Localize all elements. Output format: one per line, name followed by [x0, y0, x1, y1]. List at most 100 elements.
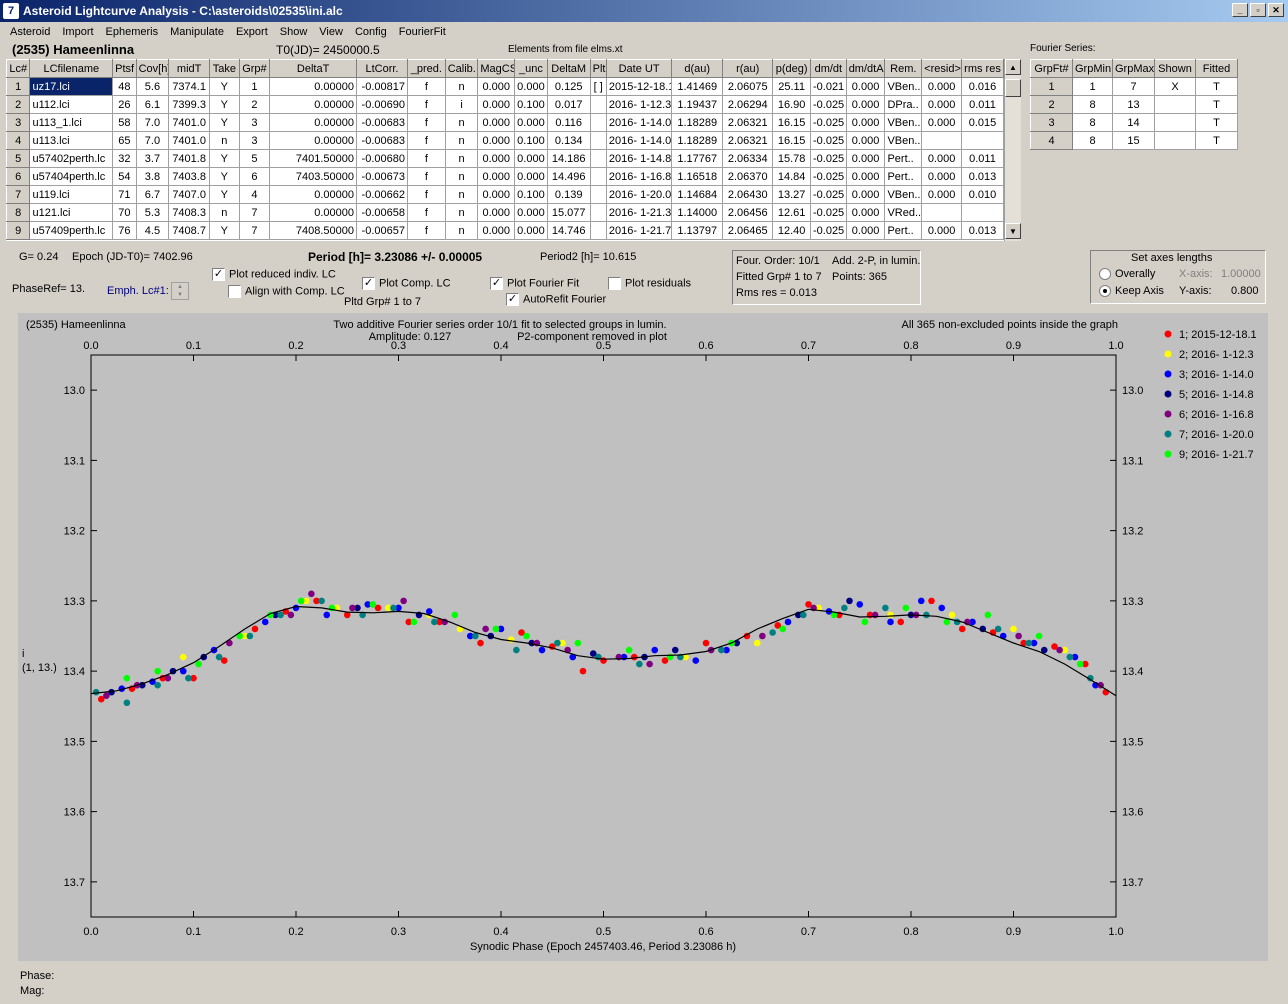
- data-point[interactable]: [1030, 639, 1038, 647]
- yaxis-value[interactable]: 0.800: [1231, 285, 1259, 297]
- data-point[interactable]: [784, 618, 792, 626]
- data-point[interactable]: [251, 625, 259, 633]
- data-point[interactable]: [497, 625, 505, 633]
- lc-col-header[interactable]: Lc#: [6, 59, 31, 78]
- data-point[interactable]: [800, 611, 807, 619]
- data-point[interactable]: [313, 597, 320, 605]
- fourier-col-header[interactable]: GrpMax: [1112, 59, 1155, 78]
- lc-cell[interactable]: -0.025: [809, 95, 847, 114]
- lc-cell[interactable]: 7407.0: [168, 185, 211, 204]
- data-point[interactable]: [856, 601, 864, 608]
- lc-cell[interactable]: 0.00000: [269, 185, 357, 204]
- data-point[interactable]: [579, 667, 587, 675]
- data-point[interactable]: [451, 611, 459, 619]
- fourier-cell[interactable]: T: [1195, 77, 1238, 96]
- lc-col-header[interactable]: _pred.: [406, 59, 446, 78]
- lc-cell[interactable]: 0.017: [546, 95, 591, 114]
- data-point[interactable]: [292, 604, 300, 612]
- lc-col-header[interactable]: DeltaM: [546, 59, 591, 78]
- data-point[interactable]: [759, 632, 766, 640]
- lc-cell[interactable]: [960, 131, 1005, 150]
- lc-cell[interactable]: 1.17767: [671, 149, 724, 168]
- data-point[interactable]: [1010, 625, 1017, 633]
- lc-cell[interactable]: f: [406, 167, 446, 186]
- data-point[interactable]: [226, 639, 233, 647]
- lc-cell[interactable]: -0.021: [809, 77, 847, 96]
- lc-cell[interactable]: 1.13797: [671, 221, 724, 240]
- lc-cell[interactable]: u121.lci: [29, 203, 114, 222]
- row-number[interactable]: 2: [6, 95, 31, 114]
- lc-table-row[interactable]: 7 u119.lci 71 6.7 7407.0 Y 4 0.00000 -0.00662 f n 0…: [6, 185, 1005, 204]
- data-point[interactable]: [928, 597, 935, 605]
- lc-cell[interactable]: 0.000: [477, 149, 516, 168]
- data-point[interactable]: [215, 653, 223, 661]
- lc-cell[interactable]: 2016- 1-20.0: [605, 185, 673, 204]
- lc-table-row[interactable]: 3 u113_1.lci 58 7.0 7401.0 Y 3 0.00000 -0.00683 f…: [6, 113, 1005, 132]
- lc-cell[interactable]: [589, 221, 607, 240]
- lc-cell[interactable]: 0.000: [477, 203, 516, 222]
- data-point[interactable]: [636, 660, 643, 668]
- lc-cell[interactable]: 48: [112, 77, 137, 96]
- fourier-cell[interactable]: 8: [1072, 131, 1113, 150]
- plot-comp-option[interactable]: ✓ Plot Comp. LC: [362, 277, 451, 290]
- lc-cell[interactable]: [921, 203, 962, 222]
- lc-cell[interactable]: 54: [112, 167, 137, 186]
- data-point[interactable]: [349, 604, 356, 612]
- row-number[interactable]: 5: [6, 149, 31, 168]
- data-point[interactable]: [431, 618, 438, 626]
- autorefit-checkbox[interactable]: ✓: [506, 293, 519, 306]
- lc-cell[interactable]: 0.000: [477, 77, 516, 96]
- lc-cell[interactable]: 0.000: [514, 113, 548, 132]
- lc-cell[interactable]: 25.11: [772, 77, 811, 96]
- lc-cell[interactable]: -0.00683: [355, 113, 408, 132]
- minimize-button[interactable]: _: [1232, 3, 1248, 17]
- lc-cell[interactable]: f: [406, 95, 446, 114]
- data-point[interactable]: [308, 590, 315, 598]
- row-number[interactable]: 1: [6, 77, 31, 96]
- lc-cell[interactable]: VBen..: [884, 185, 923, 204]
- lc-cell[interactable]: n: [444, 131, 479, 150]
- lc-cell[interactable]: 58: [112, 113, 137, 132]
- data-point[interactable]: [425, 608, 433, 615]
- lc-cell[interactable]: 0.00000: [269, 203, 357, 222]
- data-point[interactable]: [589, 650, 597, 657]
- lc-cell[interactable]: 3.7: [135, 149, 170, 168]
- lc-cell[interactable]: 0.000: [845, 113, 886, 132]
- lc-cell[interactable]: [921, 131, 962, 150]
- fourier-col-header[interactable]: Fitted: [1195, 59, 1238, 78]
- lc-cell[interactable]: -0.025: [809, 167, 847, 186]
- lc-cell[interactable]: 0.000: [477, 131, 516, 150]
- lc-cell[interactable]: [589, 149, 607, 168]
- row-number[interactable]: 7: [6, 185, 31, 204]
- lc-cell[interactable]: 2.06294: [722, 95, 774, 114]
- fourier-cell[interactable]: 7: [1112, 77, 1155, 96]
- lc-cell[interactable]: f: [406, 221, 446, 240]
- lc-cell[interactable]: 0.000: [514, 221, 548, 240]
- keep-axis-radio[interactable]: [1099, 285, 1111, 298]
- lc-cell[interactable]: VRed..: [884, 203, 923, 222]
- lc-cell[interactable]: 0.000: [845, 149, 886, 168]
- data-point[interactable]: [164, 674, 172, 682]
- menu-config[interactable]: Config: [354, 25, 387, 38]
- plot-reduced-option[interactable]: ✓ Plot reduced indiv. LC: [212, 268, 336, 281]
- data-point[interactable]: [841, 604, 848, 612]
- fourier-row-number[interactable]: 3: [1030, 113, 1073, 132]
- fourier-cell[interactable]: 8: [1072, 95, 1113, 114]
- lc-cell[interactable]: 6.7: [135, 185, 170, 204]
- data-point[interactable]: [277, 611, 284, 619]
- data-point[interactable]: [395, 604, 402, 612]
- lc-cell[interactable]: 7.0: [135, 113, 170, 132]
- lc-cell[interactable]: 0.000: [845, 95, 886, 114]
- fourier-cell[interactable]: T: [1195, 113, 1238, 132]
- data-point[interactable]: [466, 632, 474, 640]
- lc-col-header[interactable]: DeltaT: [269, 59, 357, 78]
- lc-cell[interactable]: 1.18289: [671, 113, 724, 132]
- data-point[interactable]: [1066, 653, 1074, 661]
- plot-reduced-checkbox[interactable]: ✓: [212, 268, 225, 281]
- data-point[interactable]: [195, 660, 202, 668]
- lc-cell[interactable]: -0.00658: [355, 203, 408, 222]
- data-point[interactable]: [1020, 639, 1028, 647]
- data-point[interactable]: [190, 674, 197, 682]
- lc-cell[interactable]: 0.000: [477, 221, 516, 240]
- lc-cell[interactable]: 0.000: [921, 185, 962, 204]
